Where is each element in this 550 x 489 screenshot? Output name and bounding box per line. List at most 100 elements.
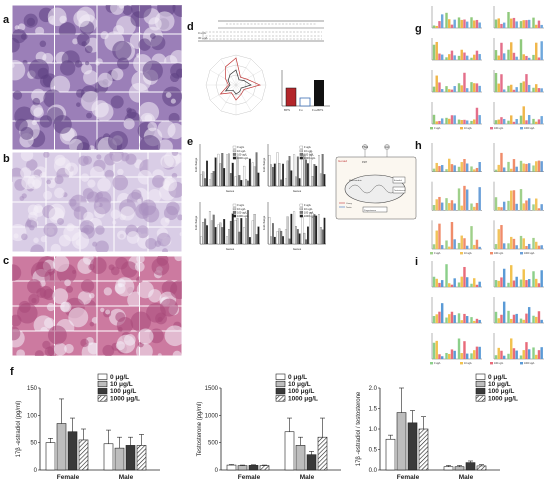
panel-h-bar bbox=[502, 167, 506, 172]
panel-e-bar bbox=[276, 231, 279, 245]
panel-i-bar bbox=[527, 349, 531, 359]
panel-h-bar bbox=[522, 163, 525, 172]
panel-g-bar bbox=[515, 87, 518, 92]
panel-g-bar bbox=[465, 55, 469, 60]
panel-e-legend-swatch bbox=[232, 203, 237, 207]
panel-f-legend-swatch bbox=[475, 380, 486, 388]
panel-g-bar bbox=[478, 115, 481, 124]
panel-h-bar bbox=[525, 200, 528, 211]
panel-f-bar bbox=[284, 431, 295, 471]
histology-image bbox=[12, 279, 55, 306]
histology-image bbox=[12, 300, 55, 336]
panel-label-d: d bbox=[187, 21, 194, 33]
panel-e-ylabel: Fold change bbox=[262, 157, 266, 172]
panel-g-bar bbox=[470, 120, 473, 124]
panel-f-ytick: 1500 bbox=[205, 386, 219, 392]
panel-i-bar bbox=[440, 303, 444, 323]
panel-f-ytick: 1.5 bbox=[369, 407, 378, 413]
panel-e-legend-label: 0 ug/L bbox=[237, 203, 245, 207]
panel-g-bar bbox=[510, 115, 513, 124]
panel-i-bar bbox=[432, 276, 436, 287]
panel-e-legend-swatch bbox=[299, 145, 304, 149]
panel-g-bar bbox=[500, 74, 503, 92]
panel-g-bar bbox=[502, 22, 506, 28]
panel-g-bar bbox=[453, 115, 456, 124]
panel-e-bar bbox=[282, 163, 284, 187]
panel-e-legend-label: 100 ug/L bbox=[237, 152, 248, 156]
panel-e-legend-label: 10 ug/L bbox=[304, 207, 313, 211]
panel-d-cat-0: BPS bbox=[284, 108, 291, 112]
panel-e-bar bbox=[248, 158, 251, 187]
panel-g-bar bbox=[540, 24, 543, 28]
panel-e-legend-swatch bbox=[232, 149, 237, 153]
panel-e-bar bbox=[272, 167, 274, 187]
panel-h-bar bbox=[512, 238, 516, 249]
panel-g-bar bbox=[532, 54, 535, 60]
panel-e-bar bbox=[221, 227, 224, 245]
panel-h-bar bbox=[448, 246, 451, 249]
tsh-node-icon bbox=[362, 144, 368, 150]
panel-h-bar bbox=[512, 190, 516, 211]
panel-h-legend-label: 1000 ug/L bbox=[524, 252, 535, 255]
panel-h-bar bbox=[473, 244, 476, 249]
histology-image bbox=[55, 33, 101, 69]
panel-f-ytick: 500 bbox=[208, 441, 219, 447]
panel-e-bar bbox=[278, 163, 281, 187]
panel-h-bar bbox=[473, 206, 476, 211]
pathway-label-progesterone: Progesterone bbox=[364, 209, 377, 212]
panel-h-bar bbox=[537, 245, 541, 249]
panel-i-bar bbox=[507, 310, 510, 323]
panel-h-bar bbox=[478, 187, 481, 211]
panel-g-legend-label: 10 ug/L bbox=[464, 127, 473, 130]
panel-i-bar bbox=[537, 350, 541, 359]
panel-g-bar bbox=[497, 18, 500, 28]
panel-i-bar bbox=[507, 353, 510, 359]
panel-f-ytick: 0.0 bbox=[369, 468, 378, 474]
panel-e-bar bbox=[251, 220, 254, 245]
panel-h-legend-swatch bbox=[460, 252, 463, 255]
panel-e-bar bbox=[295, 226, 297, 245]
pathway-label-ovary: Ovary bbox=[346, 202, 353, 205]
panel-e-bar bbox=[301, 216, 304, 245]
panel-e-bar bbox=[248, 237, 251, 245]
panel-i-bar bbox=[478, 319, 481, 323]
panel-g-bar bbox=[463, 119, 466, 124]
panel-f-ytick: 1.0 bbox=[369, 427, 378, 433]
panel-h-bar bbox=[510, 190, 513, 211]
panel-i-bar bbox=[438, 354, 441, 359]
panel-g-bar bbox=[440, 89, 444, 92]
panel-g-bar bbox=[478, 22, 481, 28]
panel-e-bar bbox=[217, 224, 220, 245]
panel-e-legend-swatch bbox=[232, 211, 237, 214]
panel-e-bar bbox=[223, 219, 226, 245]
panel-h-bar bbox=[515, 203, 518, 211]
panel-e-bar bbox=[296, 229, 299, 245]
panel-e-bar bbox=[318, 155, 320, 187]
panel-g-bar bbox=[519, 39, 523, 60]
panel-d-bar-bps bbox=[285, 87, 297, 107]
panel-d-radar-chart bbox=[205, 54, 267, 116]
panel-g-bar bbox=[527, 19, 531, 28]
panel-g-bar bbox=[515, 21, 518, 28]
panel-e-bar bbox=[311, 176, 314, 187]
panel-g-bar bbox=[450, 115, 454, 124]
panel-d-cat-1: Fu bbox=[299, 108, 303, 112]
panel-i-bar bbox=[515, 313, 518, 323]
panel-g-bar bbox=[440, 54, 444, 60]
panel-g-bar bbox=[475, 107, 479, 124]
panel-f-legend-label: 100 μg/L bbox=[288, 388, 314, 395]
panel-e-bar bbox=[295, 176, 297, 187]
panel-e-bar bbox=[217, 153, 220, 187]
panel-h-bar bbox=[473, 169, 476, 172]
histology-image bbox=[12, 115, 54, 150]
panel-h-bar bbox=[450, 164, 454, 172]
panel-e-bar bbox=[305, 159, 308, 187]
panel-g-bar bbox=[435, 121, 438, 124]
panel-h-bar bbox=[540, 204, 543, 211]
panel-g-bar bbox=[435, 41, 438, 60]
panel-f-bar bbox=[454, 466, 465, 471]
panel-h-bar bbox=[527, 198, 531, 211]
panel-h-bar bbox=[450, 222, 454, 249]
panel-e-bar bbox=[290, 170, 293, 187]
panel-g-bar bbox=[527, 84, 531, 92]
